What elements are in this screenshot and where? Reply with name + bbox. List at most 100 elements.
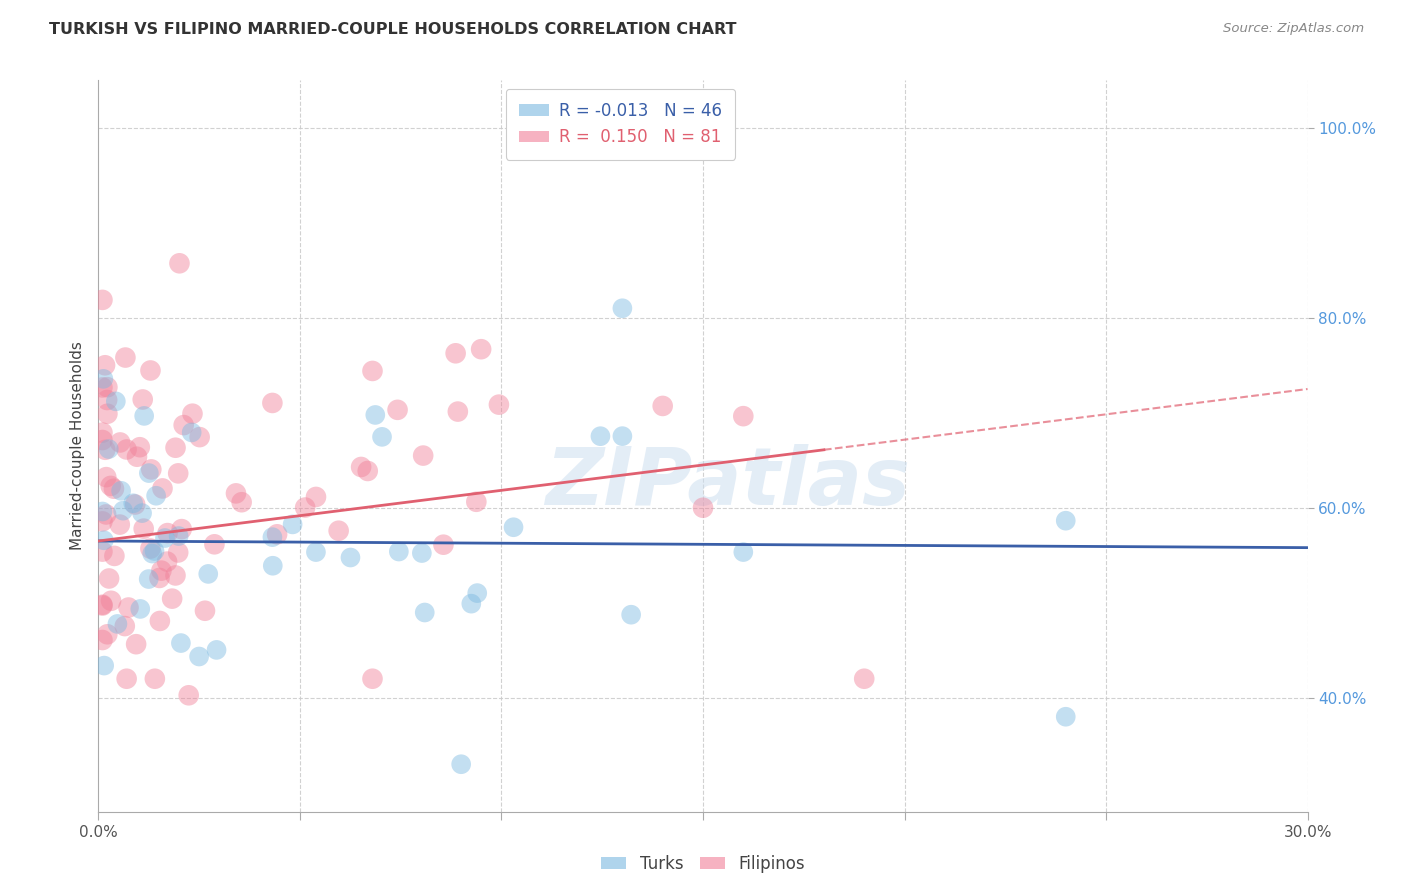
Point	[100, 594, 122, 608]
Point	[141, 462, 163, 476]
Point	[447, 404, 470, 418]
Point	[124, 498, 146, 512]
Point	[93, 372, 115, 386]
Point	[165, 568, 187, 582]
Text: Source: ZipAtlas.com: Source: ZipAtlas.com	[1223, 22, 1364, 36]
Legend: R = -0.013   N = 46, R =  0.150   N = 81: R = -0.013 N = 46, R = 0.150 N = 81	[506, 88, 735, 160]
Point	[432, 538, 454, 552]
Point	[91, 425, 114, 440]
Point	[853, 672, 876, 686]
Point	[115, 672, 138, 686]
Point	[91, 293, 114, 307]
Point	[170, 636, 193, 650]
Point	[488, 398, 510, 412]
Point	[91, 599, 114, 613]
Point	[94, 358, 117, 372]
Point	[450, 757, 472, 772]
Point	[364, 408, 387, 422]
Point	[150, 564, 173, 578]
Point	[131, 506, 153, 520]
Point	[107, 616, 129, 631]
Point	[128, 440, 150, 454]
Point	[173, 418, 195, 433]
Point	[115, 442, 138, 457]
Text: ZIPatlas: ZIPatlas	[544, 443, 910, 522]
Point	[188, 649, 211, 664]
Point	[141, 547, 163, 561]
Point	[94, 442, 117, 457]
Point	[134, 409, 156, 423]
Point	[177, 688, 200, 702]
Point	[502, 520, 524, 534]
Point	[129, 602, 152, 616]
Point	[138, 466, 160, 480]
Point	[371, 430, 394, 444]
Point	[96, 470, 118, 484]
Point	[96, 407, 118, 421]
Point	[733, 409, 755, 424]
Point	[91, 433, 114, 447]
Point	[328, 524, 350, 538]
Point	[266, 527, 288, 541]
Point	[165, 441, 187, 455]
Point	[145, 489, 167, 503]
Point	[465, 586, 488, 600]
Point	[339, 550, 361, 565]
Point	[169, 256, 191, 270]
Point	[114, 619, 136, 633]
Point	[612, 429, 634, 443]
Point	[305, 490, 328, 504]
Legend: Turks, Filipinos: Turks, Filipinos	[595, 848, 811, 880]
Point	[181, 407, 204, 421]
Point	[153, 531, 176, 545]
Point	[139, 541, 162, 556]
Point	[112, 504, 135, 518]
Point	[148, 571, 170, 585]
Point	[188, 430, 211, 444]
Point	[361, 364, 384, 378]
Point	[167, 545, 190, 559]
Point	[411, 546, 433, 560]
Point	[733, 545, 755, 559]
Point	[91, 544, 114, 558]
Point	[91, 515, 114, 529]
Point	[692, 500, 714, 515]
Point	[96, 380, 118, 394]
Point	[1054, 514, 1077, 528]
Point	[412, 449, 434, 463]
Point	[197, 566, 219, 581]
Point	[194, 604, 217, 618]
Point	[620, 607, 643, 622]
Point	[204, 537, 226, 551]
Point	[98, 572, 121, 586]
Point	[91, 504, 114, 518]
Point	[96, 392, 118, 407]
Point	[361, 672, 384, 686]
Text: TURKISH VS FILIPINO MARRIED-COUPLE HOUSEHOLDS CORRELATION CHART: TURKISH VS FILIPINO MARRIED-COUPLE HOUSE…	[49, 22, 737, 37]
Point	[132, 392, 155, 407]
Point	[100, 479, 122, 493]
Point	[294, 500, 316, 515]
Point	[589, 429, 612, 443]
Point	[110, 483, 132, 498]
Point	[388, 544, 411, 558]
Point	[156, 555, 179, 569]
Point	[350, 460, 373, 475]
Y-axis label: Married-couple Households: Married-couple Households	[69, 342, 84, 550]
Point	[305, 545, 328, 559]
Point	[651, 399, 673, 413]
Point	[231, 495, 253, 509]
Point	[91, 380, 114, 394]
Point	[96, 627, 118, 641]
Point	[387, 402, 409, 417]
Point	[160, 591, 183, 606]
Point	[132, 522, 155, 536]
Point	[104, 394, 127, 409]
Point	[413, 606, 436, 620]
Point	[94, 508, 117, 522]
Point	[125, 637, 148, 651]
Point	[152, 482, 174, 496]
Point	[125, 450, 148, 464]
Point	[357, 464, 380, 478]
Point	[117, 600, 139, 615]
